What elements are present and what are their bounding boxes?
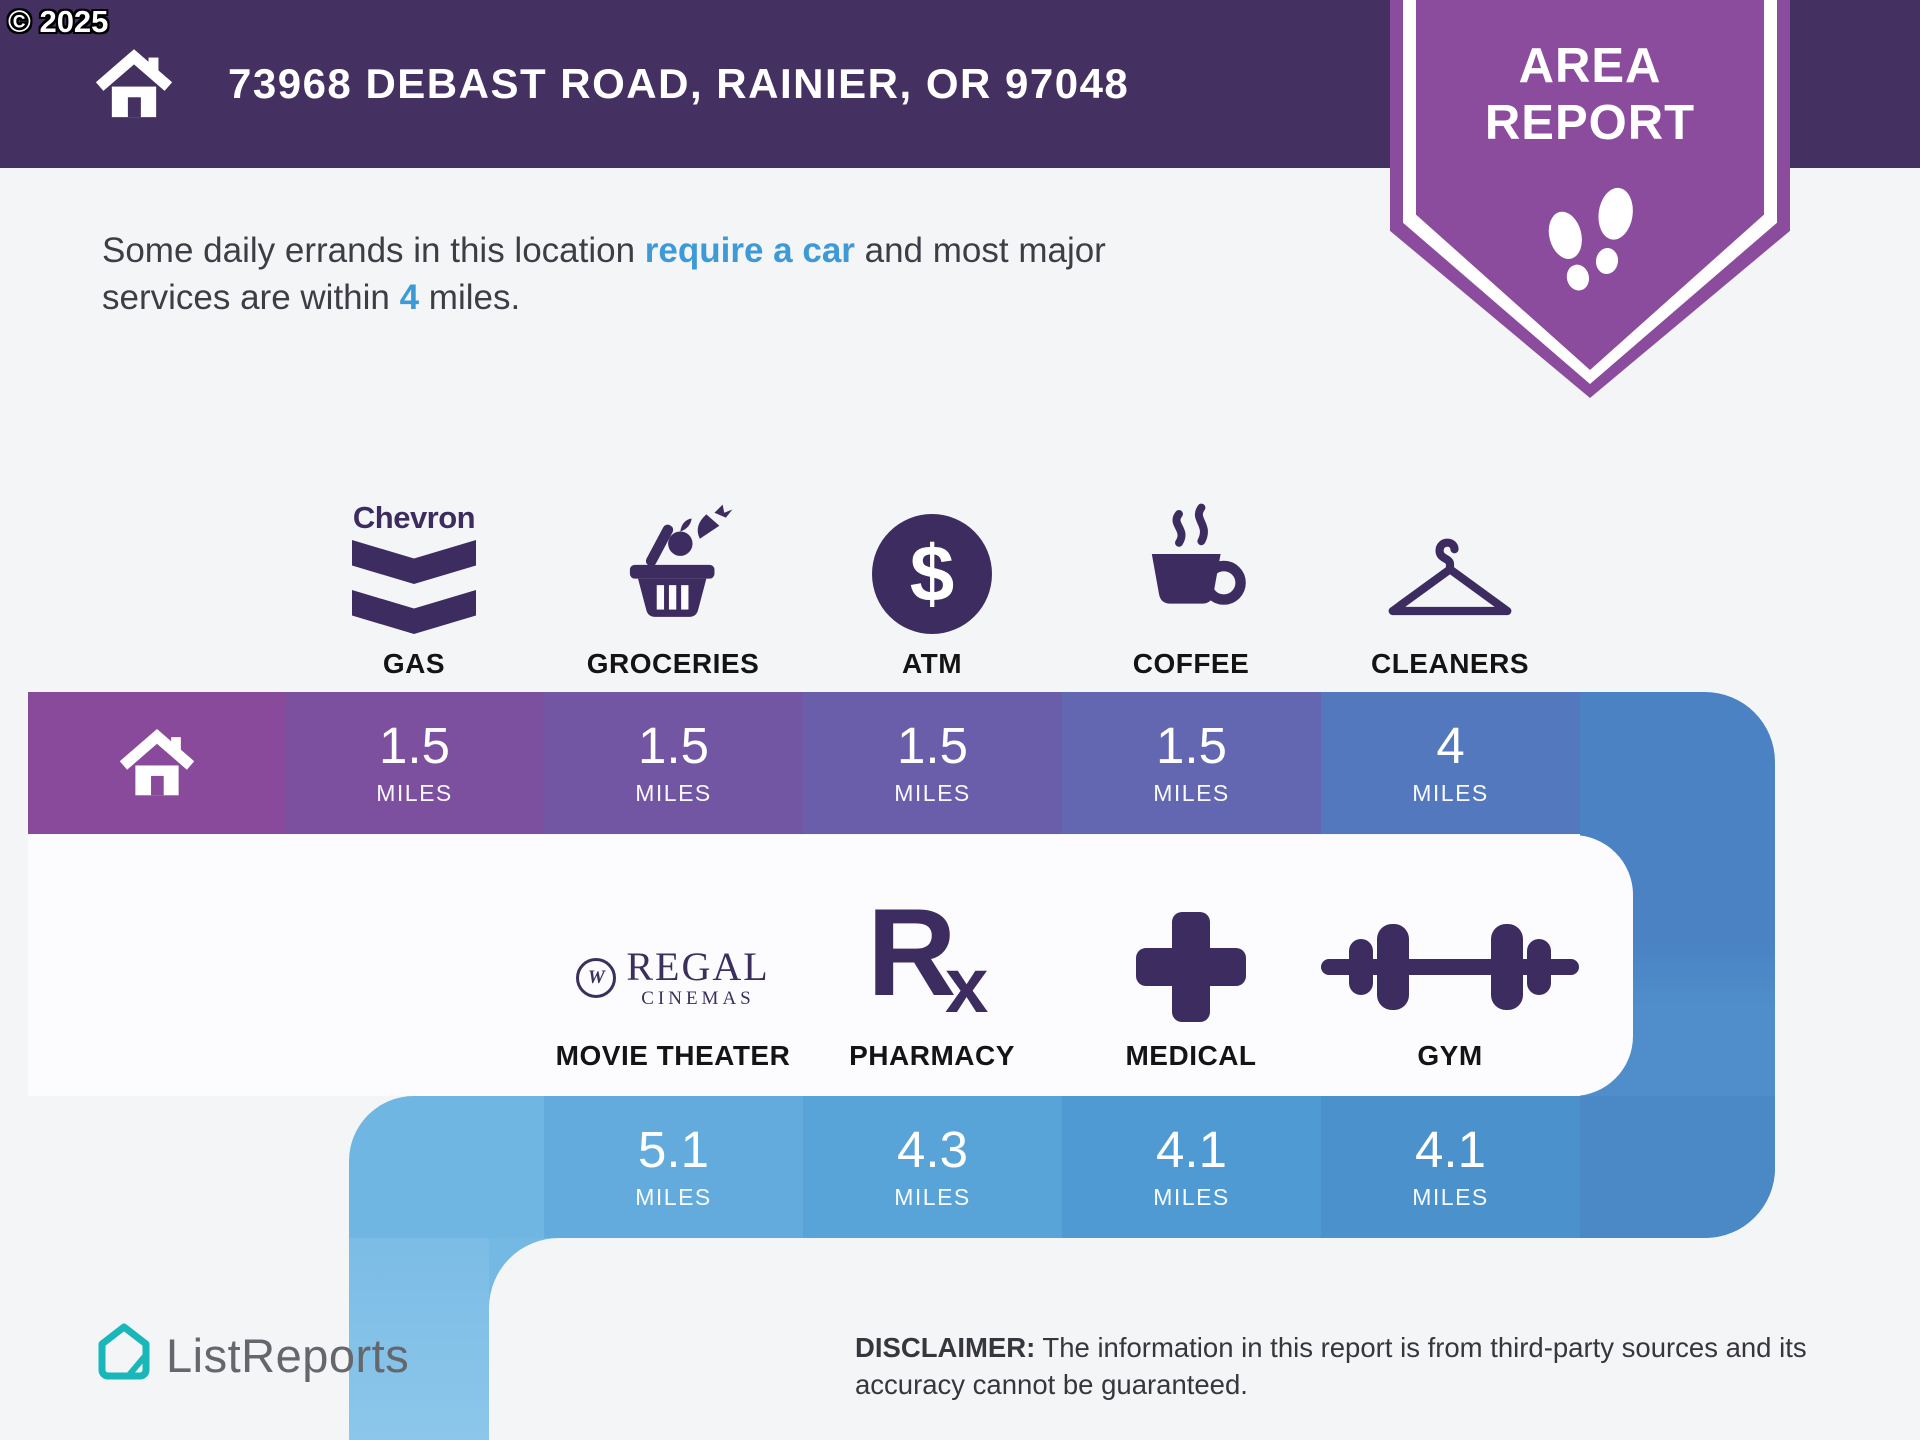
area-report-badge: AREA REPORT <box>1390 0 1790 398</box>
home-icon <box>116 725 198 802</box>
amenity-movie-theater: W REGAL CINEMAS MOVIE THEATER <box>543 888 803 1072</box>
footer-background <box>489 1238 1920 1440</box>
badge-title: AREA REPORT <box>1390 38 1790 152</box>
amenity-label: GYM <box>1417 1040 1483 1071</box>
miles-value: 1.5 <box>379 716 450 774</box>
regal-emblem: W <box>576 957 617 998</box>
amenity-label: MEDICAL <box>1125 1040 1257 1071</box>
miles-value: 1.5 <box>897 716 968 774</box>
disclaimer-label: DISCLAIMER: <box>855 1332 1036 1363</box>
intro-mid: and most major services are within <box>102 231 1106 317</box>
miles-unit: MILES <box>1153 779 1230 806</box>
amenity-label: MOVIE THEATER <box>555 1040 791 1071</box>
dollar-coin-icon: $ <box>872 514 992 634</box>
footprints-icon <box>1515 172 1665 327</box>
chevron-gas-icon: Chevron <box>352 500 476 634</box>
amenity-gym: GYM <box>1320 888 1580 1072</box>
amenity-atm: $ ATM <box>802 492 1062 680</box>
amenity-label: GROCERIES <box>586 648 760 679</box>
row2-right-junction <box>1580 1096 1775 1238</box>
miles-unit: MILES <box>376 779 453 806</box>
disclaimer-body: The information in this report is from t… <box>855 1332 1807 1400</box>
disclaimer-text: DISCLAIMER: The information in this repo… <box>855 1330 1855 1404</box>
miles-unit: MILES <box>1153 1183 1230 1210</box>
miles-value: 1.5 <box>1156 716 1227 774</box>
amenity-label: ATM <box>901 648 963 679</box>
row2-elbow <box>349 1096 544 1238</box>
amenity-label: GAS <box>382 648 446 679</box>
distance-cell-cleaners: 4 MILES <box>1321 692 1580 834</box>
miles-unit: MILES <box>635 779 712 806</box>
medical-cross-icon <box>1132 908 1250 1026</box>
chevron-brand-text: Chevron <box>352 500 476 535</box>
coffee-cup-icon <box>1131 503 1251 634</box>
home-cell <box>28 692 285 834</box>
grocery-basket-icon <box>612 499 734 634</box>
rx-icon: R x <box>867 884 989 1029</box>
miles-unit: MILES <box>1412 1183 1489 1210</box>
cinemas-wordmark: CINEMAS <box>641 988 755 1009</box>
distance-cell-medical: 4.1 MILES <box>1062 1096 1321 1238</box>
intro-pre: Some daily errands in this location <box>102 231 645 270</box>
distance-cell-coffee: 1.5 MILES <box>1062 692 1321 834</box>
amenity-coffee: COFFEE <box>1061 492 1321 680</box>
amenity-pharmacy: R x PHARMACY <box>802 884 1062 1072</box>
dollar-symbol: $ <box>909 529 955 618</box>
property-address: 73968 DEBAST ROAD, RAINIER, OR 97048 <box>228 60 1130 107</box>
amenity-medical: MEDICAL <box>1061 888 1321 1072</box>
distance-cell-pharmacy: 4.3 MILES <box>803 1096 1062 1238</box>
amenity-cleaners: CLEANERS <box>1320 492 1580 680</box>
miles-value: 1.5 <box>638 716 709 774</box>
amenity-groceries: GROCERIES <box>543 492 803 680</box>
amenity-label: CLEANERS <box>1370 648 1529 679</box>
miles-unit: MILES <box>635 1183 712 1210</box>
intro-text: Some daily errands in this location requ… <box>102 228 1132 322</box>
miles-value: 4.1 <box>1156 1120 1227 1178</box>
regal-wordmark: REGAL <box>626 944 770 989</box>
badge-line1: AREA <box>1518 39 1662 93</box>
badge-line2: REPORT <box>1484 95 1696 150</box>
miles-unit: MILES <box>1412 779 1489 806</box>
distance-cell-gym: 4.1 MILES <box>1321 1096 1580 1238</box>
miles-value: 4.1 <box>1415 1120 1486 1178</box>
intro-highlight-car: require a car <box>644 231 855 270</box>
intro-highlight-miles: 4 <box>399 277 420 317</box>
distance-cell-atm: 1.5 MILES <box>803 692 1062 834</box>
copyright-watermark: © 2025 <box>8 4 109 39</box>
regal-cinemas-logo: W REGAL CINEMAS <box>576 947 769 1008</box>
miles-value: 4 <box>1436 716 1465 774</box>
home-icon <box>92 45 176 124</box>
amenity-label: COFFEE <box>1132 648 1250 679</box>
listreports-logo: ListReports <box>96 1322 409 1389</box>
amenity-label: PHARMACY <box>849 1040 1015 1071</box>
distance-cell-groceries: 1.5 MILES <box>544 692 803 834</box>
clothes-hanger-icon <box>1383 529 1517 634</box>
miles-unit: MILES <box>894 779 971 806</box>
miles-unit: MILES <box>894 1183 971 1210</box>
dumbbell-icon <box>1315 908 1585 1026</box>
distance-cell-gas: 1.5 MILES <box>285 692 544 834</box>
miles-value: 5.1 <box>638 1120 709 1178</box>
listreports-icon <box>96 1322 152 1389</box>
miles-value: 4.3 <box>897 1120 968 1178</box>
intro-post: miles. <box>419 277 521 317</box>
listreports-wordmark: ListReports <box>166 1329 410 1382</box>
distance-cell-movie-theater: 5.1 MILES <box>544 1096 803 1238</box>
amenity-gas: Chevron GAS <box>284 492 544 680</box>
